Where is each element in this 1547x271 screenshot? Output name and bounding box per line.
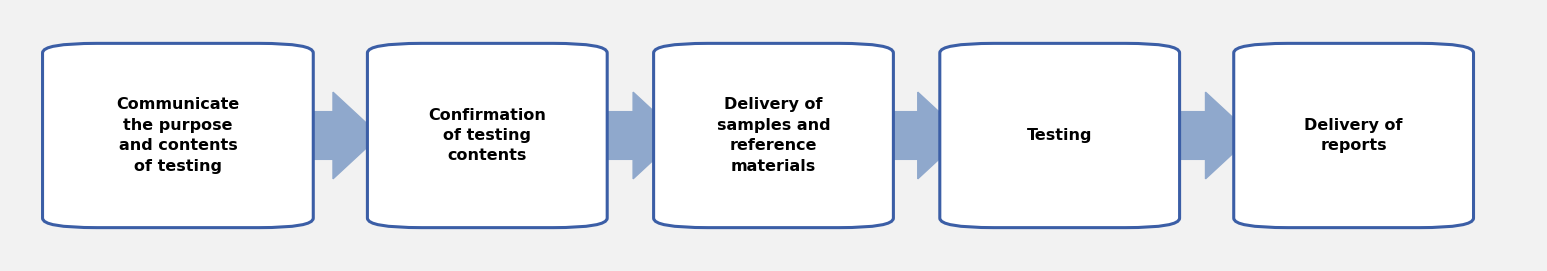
Text: Testing: Testing xyxy=(1027,128,1092,143)
FancyArrow shape xyxy=(879,92,965,179)
FancyArrow shape xyxy=(594,92,679,179)
FancyBboxPatch shape xyxy=(367,43,606,228)
Text: Delivery of
samples and
reference
materials: Delivery of samples and reference materi… xyxy=(716,97,831,174)
Text: Delivery of
reports: Delivery of reports xyxy=(1304,118,1403,153)
FancyArrow shape xyxy=(294,92,381,179)
FancyArrow shape xyxy=(1168,92,1253,179)
FancyBboxPatch shape xyxy=(941,43,1180,228)
Text: Communicate
the purpose
and contents
of testing: Communicate the purpose and contents of … xyxy=(116,97,240,174)
FancyBboxPatch shape xyxy=(43,43,312,228)
FancyBboxPatch shape xyxy=(653,43,894,228)
FancyBboxPatch shape xyxy=(1235,43,1473,228)
Text: Confirmation
of testing
contents: Confirmation of testing contents xyxy=(429,108,546,163)
